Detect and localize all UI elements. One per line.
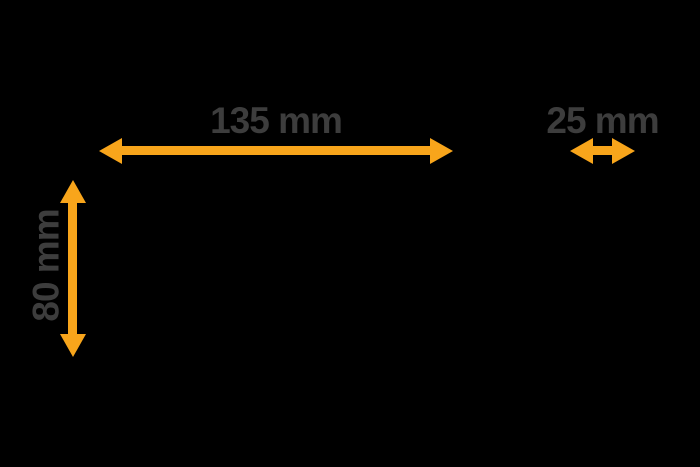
arrowhead-left-icon (570, 137, 593, 164)
depth-dimension-label: 25 mm (546, 100, 659, 141)
width-dimension-label: 135 mm (210, 100, 343, 141)
width-dimension-arrow (99, 137, 453, 164)
arrowhead-down-icon (59, 334, 86, 357)
arrowhead-left-icon (99, 137, 122, 164)
height-dimension-arrow (59, 180, 86, 357)
arrow-shaft (68, 203, 77, 334)
arrow-shaft (122, 146, 430, 155)
arrowhead-right-icon (430, 137, 453, 164)
depth-dimension-arrow (570, 137, 635, 164)
arrowhead-up-icon (59, 180, 86, 203)
arrowhead-right-icon (612, 137, 635, 164)
arrow-shaft (593, 146, 612, 155)
